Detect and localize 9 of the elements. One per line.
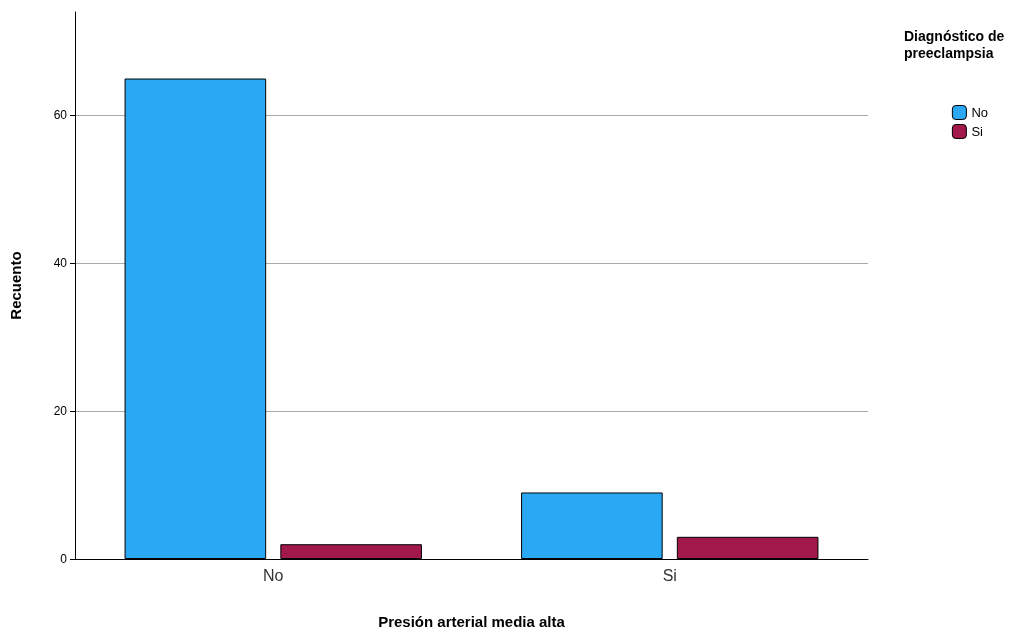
y-tick-label: 0 <box>60 552 68 566</box>
x-axis-title: Presión arterial media alta <box>378 613 566 630</box>
y-axis-title: Recuento <box>7 251 24 320</box>
y-tick-label: 20 <box>53 404 68 419</box>
legend-label: Si <box>971 124 984 139</box>
legend-title: Diagnóstico de preeclampsia <box>904 27 1009 61</box>
legend-label: No <box>971 105 989 120</box>
y-tick-label: 60 <box>53 108 68 123</box>
y-tick-label: 40 <box>53 256 68 271</box>
